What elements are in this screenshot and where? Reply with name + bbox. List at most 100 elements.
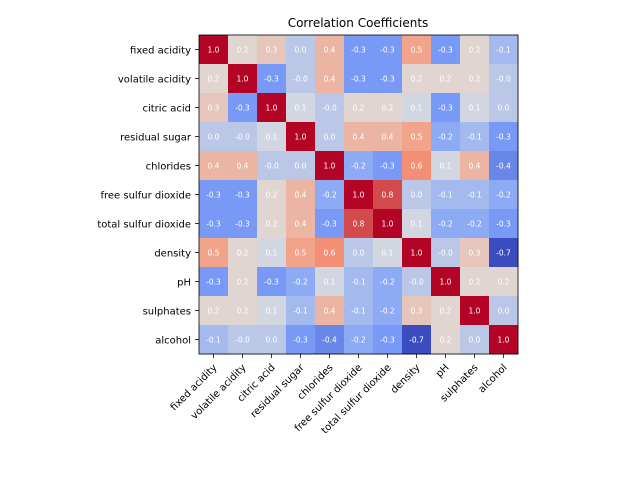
cell-value-label: -0.3 <box>496 133 511 142</box>
y-tick-label: sulphates <box>143 307 191 318</box>
heatmap-cell <box>373 296 403 326</box>
cell-value-label: 0.2 <box>440 307 452 316</box>
heatmap-cell <box>402 267 432 297</box>
cell-value-label: 0.2 <box>498 278 510 287</box>
heatmap-cell <box>286 325 316 355</box>
heatmap-cell <box>402 122 432 152</box>
heatmap-cell <box>431 238 461 268</box>
heatmap-cell <box>228 35 258 65</box>
cell-value-label: -0.3 <box>380 75 395 84</box>
cell-value-label: 0.6 <box>411 162 423 171</box>
cell-value-label: 1.0 <box>353 191 365 200</box>
heatmap-cell <box>402 35 432 65</box>
heatmap-cell <box>257 64 287 94</box>
heatmap-cell <box>286 296 316 326</box>
heatmap-cell <box>199 209 229 239</box>
cell-value-label: -0.0 <box>235 336 250 345</box>
cell-value-label: 0.2 <box>469 75 481 84</box>
heatmap-cell <box>489 180 519 210</box>
heatmap-cell <box>431 209 461 239</box>
cell-value-label: 1.0 <box>324 162 336 171</box>
heatmap-cell <box>373 93 403 123</box>
cell-value-label: -0.3 <box>293 336 308 345</box>
cell-value-label: 0.2 <box>440 336 452 345</box>
heatmap-cell <box>199 296 229 326</box>
heatmap-cell <box>402 238 432 268</box>
heatmap-cell <box>199 180 229 210</box>
heatmap-cell <box>315 238 345 268</box>
cell-value-label: 1.0 <box>382 220 394 229</box>
heatmap-cell <box>257 296 287 326</box>
heatmap-cell <box>257 267 287 297</box>
y-tick-label: free sulfur dioxide <box>100 191 191 202</box>
heatmap-cell <box>199 238 229 268</box>
heatmap-cell <box>489 151 519 181</box>
heatmap-cell <box>344 64 374 94</box>
heatmap-cell <box>228 267 258 297</box>
cell-value-label: 0.2 <box>469 46 481 55</box>
cell-value-label: -0.3 <box>380 336 395 345</box>
heatmap-cell <box>286 35 316 65</box>
heatmap-cell <box>199 35 229 65</box>
heatmap-cell <box>286 209 316 239</box>
cell-value-label: 0.4 <box>295 191 307 200</box>
cell-value-label: 1.0 <box>498 336 510 345</box>
heatmap-cell <box>315 122 345 152</box>
cell-value-label: -0.7 <box>409 336 424 345</box>
heatmap-cell <box>460 151 490 181</box>
heatmap-cell <box>228 122 258 152</box>
y-tick-label: total sulfur dioxide <box>97 220 191 231</box>
cell-value-label: 0.0 <box>266 336 278 345</box>
heatmap-cell <box>344 151 374 181</box>
heatmap-cell <box>373 35 403 65</box>
heatmap-cell <box>257 209 287 239</box>
y-tick-label: volatile acidity <box>118 75 191 86</box>
cell-value-label: -0.3 <box>206 220 221 229</box>
heatmap-cell <box>257 325 287 355</box>
cell-value-label: 0.2 <box>237 307 249 316</box>
heatmap-cell <box>228 93 258 123</box>
cell-value-label: -0.1 <box>496 46 511 55</box>
cell-value-label: 0.2 <box>237 278 249 287</box>
heatmap-cell <box>315 209 345 239</box>
heatmap-cell <box>460 122 490 152</box>
heatmap-cell <box>431 180 461 210</box>
heatmap-cell <box>286 238 316 268</box>
heatmap-cell <box>489 122 519 152</box>
cell-value-label: -0.3 <box>264 278 279 287</box>
heatmap-cell <box>315 151 345 181</box>
cell-value-label: -0.3 <box>235 220 250 229</box>
heatmap-cell <box>460 93 490 123</box>
cell-value-label: 1.0 <box>469 307 481 316</box>
heatmap-cell <box>460 267 490 297</box>
cell-value-label: 0.4 <box>208 162 220 171</box>
heatmap-cell <box>344 180 374 210</box>
cell-value-label: -0.3 <box>351 46 366 55</box>
heatmap-cell <box>431 325 461 355</box>
heatmap-cell <box>257 35 287 65</box>
cell-value-label: -0.1 <box>206 336 221 345</box>
heatmap-cell <box>373 151 403 181</box>
heatmap-cell <box>228 296 258 326</box>
cell-value-label: 0.0 <box>411 191 423 200</box>
cell-value-label: 0.0 <box>469 336 481 345</box>
cell-value-label: 0.2 <box>353 104 365 113</box>
y-tick-label: citric acid <box>142 104 191 115</box>
cell-value-label: -0.7 <box>496 249 511 258</box>
heatmap-cell <box>199 64 229 94</box>
heatmap-cell <box>315 64 345 94</box>
heatmap-cell <box>402 209 432 239</box>
cell-value-label: -0.3 <box>496 220 511 229</box>
cell-value-label: 0.4 <box>469 162 481 171</box>
heatmap-cell <box>228 151 258 181</box>
heatmap-cell <box>286 151 316 181</box>
cell-value-label: 0.0 <box>498 307 510 316</box>
cell-value-label: 0.0 <box>295 162 307 171</box>
heatmap-cell <box>402 64 432 94</box>
cell-value-label: 1.0 <box>440 278 452 287</box>
cell-value-label: 0.5 <box>208 249 220 258</box>
heatmap-cell <box>402 296 432 326</box>
y-tick-label: alcohol <box>155 336 191 347</box>
heatmap-cell <box>199 93 229 123</box>
